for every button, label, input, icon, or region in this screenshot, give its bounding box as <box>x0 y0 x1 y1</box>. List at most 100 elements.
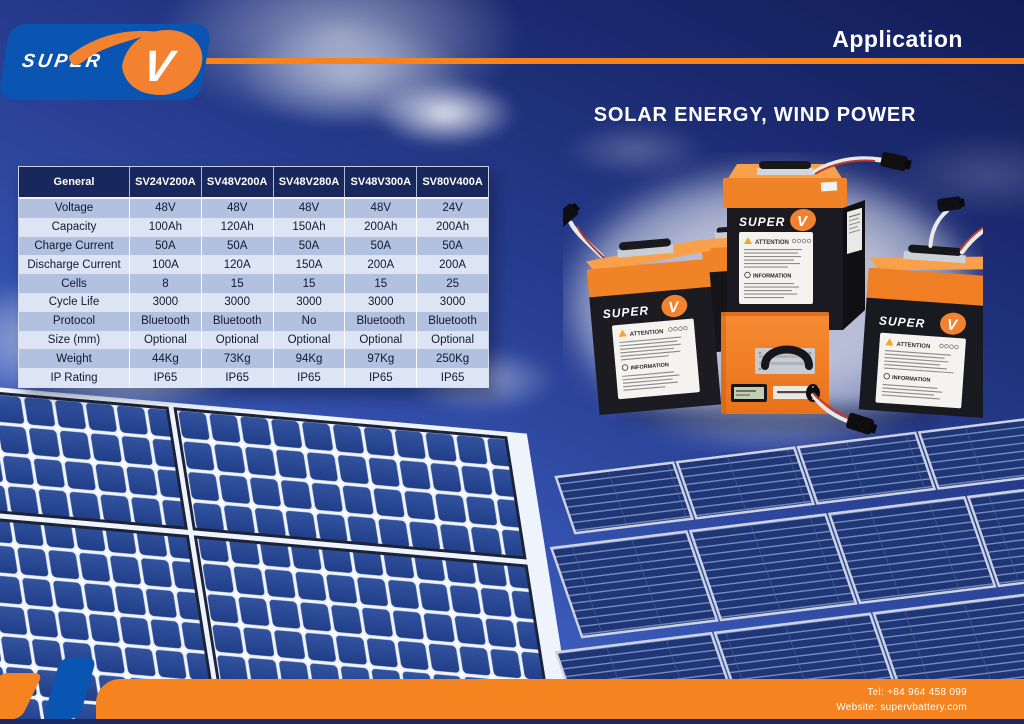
svg-text:SUPER: SUPER <box>602 303 649 321</box>
cell: 3000 <box>416 292 488 312</box>
cell: 50A <box>129 236 201 256</box>
cell: 24V <box>416 199 488 218</box>
page-title: Application <box>832 26 963 52</box>
table-row: Discharge Current 100A 120A 150A 200A 200A <box>19 255 488 275</box>
cable-connector <box>880 152 912 171</box>
footer-website: Website: supervbattery.com <box>836 702 967 713</box>
row-label: Voltage <box>19 199 129 218</box>
cell: 94Kg <box>272 349 345 369</box>
cell: 3000 <box>129 292 201 312</box>
cell: IP65 <box>200 368 273 387</box>
footer-bar <box>96 679 1024 719</box>
column-header-4: SV48V300A <box>344 167 417 197</box>
carry-handle <box>761 345 813 370</box>
column-header-3: SV48V280A <box>272 167 345 197</box>
cell: 15 <box>200 274 273 293</box>
svg-text:ATTENTION: ATTENTION <box>629 329 663 338</box>
cell: 50A <box>200 236 273 256</box>
svg-text:INFORMATION: INFORMATION <box>630 362 669 371</box>
cell: 50A <box>416 236 488 256</box>
table-row: Weight 44Kg 73Kg 94Kg 97Kg 250Kg <box>19 349 488 369</box>
cell: 97Kg <box>344 349 417 369</box>
cell: 250Kg <box>416 349 488 369</box>
table-header-row: General SV24V200A SV48V200A SV48V280A SV48V3… <box>19 167 488 199</box>
svg-text:INFORMATION: INFORMATION <box>753 274 791 280</box>
cell: Bluetooth <box>416 311 488 331</box>
svg-text:ATTENTION: ATTENTION <box>896 342 930 350</box>
table-row: Cells 8 15 15 15 25 <box>19 274 488 293</box>
panel-row-back <box>554 416 1024 535</box>
column-header-5: SV80V400A <box>416 167 488 197</box>
panel-row-mid <box>549 478 1024 639</box>
attention-label: ATTENTION INFORMATION <box>612 318 700 400</box>
lcd-display <box>731 384 767 402</box>
row-label: Cells <box>19 274 129 293</box>
footer-bottom-strip <box>0 719 1024 724</box>
battery-center: SUPER V ATTENTION INFORMATION <box>723 152 912 330</box>
cell: 200Ah <box>344 217 417 237</box>
column-header-0: General <box>19 167 129 197</box>
cell: 3000 <box>200 292 273 312</box>
svg-text:V: V <box>668 299 681 317</box>
svg-text:SUPER: SUPER <box>739 215 785 229</box>
cell: 25 <box>416 274 488 293</box>
cell: Optional <box>200 330 273 350</box>
svg-text:SUPER: SUPER <box>879 314 926 331</box>
cell: IP65 <box>129 368 201 387</box>
cell: 48V <box>272 199 345 218</box>
table-row: Cycle Life 3000 3000 3000 3000 3000 <box>19 292 488 312</box>
cell: No <box>272 311 345 331</box>
cell: 50A <box>344 236 417 256</box>
cable-connector <box>845 412 878 435</box>
cell: IP65 <box>272 368 345 387</box>
table-row: Charge Current 50A 50A 50A 50A 50A <box>19 236 488 256</box>
battery-right: SUPER V ATTENTION INFORMATION <box>858 196 983 419</box>
cell: Optional <box>129 330 201 350</box>
cell: Bluetooth <box>344 311 417 331</box>
column-header-2: SV48V200A <box>200 167 273 197</box>
battery-product-image: SUPER V ATTENTION INFORMATION <box>563 152 983 435</box>
cell: 48V <box>129 199 201 218</box>
cell: IP65 <box>416 368 488 387</box>
footer-contact: Tel: +84 964 458 099 Website: supervbatt… <box>836 685 967 715</box>
application-heading: SOLAR ENERGY, WIND POWER <box>593 104 917 126</box>
cell: Bluetooth <box>129 311 201 331</box>
column-header-1: SV24V200A <box>129 167 201 197</box>
table-row: Size (mm) Optional Optional Optional Optiona… <box>19 330 488 350</box>
cell: 120A <box>200 255 273 275</box>
cell: Optional <box>272 330 345 350</box>
cell: Bluetooth <box>200 311 273 331</box>
row-label: Weight <box>19 349 129 369</box>
row-label: Discharge Current <box>19 255 129 275</box>
table-row: Voltage 48V 48V 48V 48V 24V <box>19 199 488 218</box>
cell: 3000 <box>344 292 417 312</box>
cell: 3000 <box>272 292 345 312</box>
cell: 8 <box>129 274 201 293</box>
attention-label: ATTENTION INFORMATION <box>875 332 966 409</box>
logo-v-swoosh-icon: V <box>68 29 203 96</box>
cable-connector <box>563 202 580 228</box>
cell: 200Ah <box>416 217 488 237</box>
row-label: Capacity <box>19 217 129 237</box>
attention-label: ATTENTION INFORMATION <box>739 232 813 304</box>
cell: 200A <box>416 255 488 275</box>
battery-front-orange <box>721 312 878 435</box>
cell: IP65 <box>344 368 417 387</box>
superv-logo: SUPER V <box>0 24 213 100</box>
row-label: Cycle Life <box>19 292 129 312</box>
cell: 120Ah <box>200 217 273 237</box>
svg-text:V: V <box>946 316 959 334</box>
table-row: Capacity 100Ah 120Ah 150Ah 200Ah 200Ah <box>19 217 488 237</box>
cloud <box>560 120 710 180</box>
cable-connector <box>937 196 966 212</box>
battery-left: SUPER V ATTENTION INFORMATION <box>563 202 722 415</box>
cell: 15 <box>272 274 345 293</box>
table-row: IP Rating IP65 IP65 IP65 IP65 IP65 <box>19 368 488 387</box>
cell: 73Kg <box>200 349 273 369</box>
cell: 100A <box>129 255 201 275</box>
cell: 48V <box>344 199 417 218</box>
solar-panels-right <box>549 416 1024 724</box>
cell: 200A <box>344 255 417 275</box>
row-label: Protocol <box>19 311 129 331</box>
